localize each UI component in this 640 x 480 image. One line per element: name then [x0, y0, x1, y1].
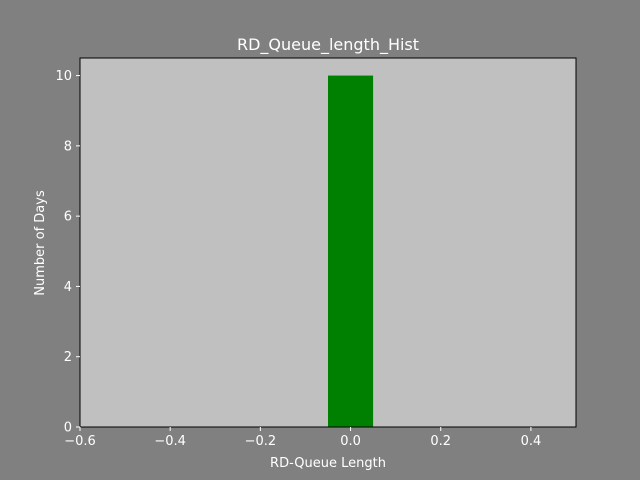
y-tick-label: 0	[64, 421, 72, 436]
x-tick-label: −0.2	[245, 434, 277, 449]
y-tick-label: 2	[64, 350, 72, 365]
chart-title: RD_Queue_length_Hist	[237, 35, 419, 55]
x-axis-label: RD-Queue Length	[270, 456, 386, 471]
x-tick-label: −0.4	[154, 434, 186, 449]
y-tick-label: 4	[64, 280, 72, 295]
y-tick-label: 10	[55, 69, 72, 84]
bars-group	[328, 75, 374, 428]
y-axis-ticks: 0 2 4 6 8 10	[55, 69, 80, 436]
x-tick-label: 0.2	[430, 434, 451, 449]
y-axis-label: Number of Days	[33, 190, 48, 296]
y-tick-label: 6	[64, 210, 72, 225]
x-axis-ticks: −0.6 −0.4 −0.2 0.0 0.2 0.4	[64, 427, 541, 449]
x-tick-label: 0.4	[521, 434, 542, 449]
x-tick-label: −0.6	[64, 434, 96, 449]
x-tick-label: 0.0	[340, 434, 361, 449]
y-tick-label: 8	[64, 139, 72, 154]
plot-frame	[79, 57, 577, 428]
histogram-bar-0	[328, 75, 374, 428]
